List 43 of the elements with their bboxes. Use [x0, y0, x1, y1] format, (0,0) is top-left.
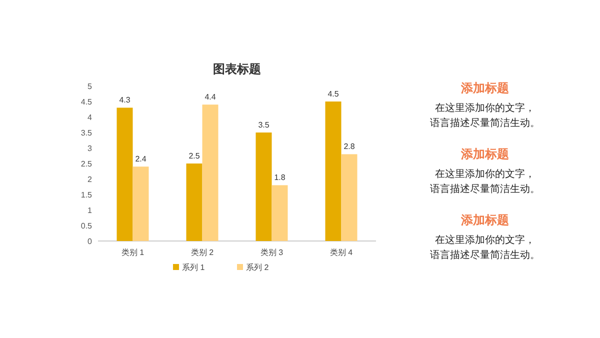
legend-label: 系列 1 [182, 263, 206, 272]
y-tick-label: 4.5 [80, 98, 93, 106]
legend-label: 系列 2 [246, 263, 270, 272]
data-label: 4.4 [204, 92, 216, 102]
bar [132, 166, 149, 241]
y-tick-label: 1.5 [80, 190, 93, 200]
text: 在这里添加你的文字， [435, 102, 535, 114]
bar [325, 102, 342, 241]
bar [341, 154, 358, 241]
y-tick-label: 3.5 [80, 128, 93, 138]
y-tick-label: 3 [88, 144, 93, 153]
data-label: 3.5 [258, 120, 270, 130]
x-tick-label: 类别 3 [260, 248, 284, 257]
chart-title: 图表标题 [213, 62, 261, 76]
text: 添加标题 [460, 81, 509, 95]
data-label: 2.5 [188, 152, 200, 160]
bar [202, 104, 218, 241]
y-tick-label: 0 [88, 237, 93, 246]
y-tick-label: 0.5 [80, 222, 93, 230]
text: 添加标题 [460, 147, 509, 161]
text: 添加标题 [460, 213, 509, 227]
bar [256, 132, 272, 241]
text: 语言描述尽量简洁生动。 [430, 249, 540, 261]
y-tick-label: 4 [88, 113, 93, 122]
bar [186, 164, 202, 241]
data-label: 2.8 [344, 142, 356, 152]
data-label: 4.3 [119, 96, 131, 105]
x-tick-label: 类别 4 [330, 248, 354, 257]
y-tick-label: 2.5 [80, 160, 93, 168]
y-tick-label: 5 [88, 82, 93, 91]
text: 在这里添加你的文字， [435, 168, 535, 180]
bar [116, 108, 133, 241]
x-tick-label: 类别 2 [190, 248, 214, 257]
y-tick-label: 2 [88, 175, 93, 184]
y-tick-label: 1 [88, 206, 93, 215]
text: 语言描述尽量简洁生动。 [430, 183, 540, 195]
text: 在这里添加你的文字， [435, 234, 535, 246]
bar [272, 185, 288, 241]
x-tick-label: 类别 1 [121, 248, 145, 257]
text: 语言描述尽量简洁生动。 [430, 117, 540, 129]
data-label: 4.5 [328, 90, 340, 98]
data-label: 2.4 [135, 154, 147, 164]
data-label: 1.8 [274, 173, 286, 182]
